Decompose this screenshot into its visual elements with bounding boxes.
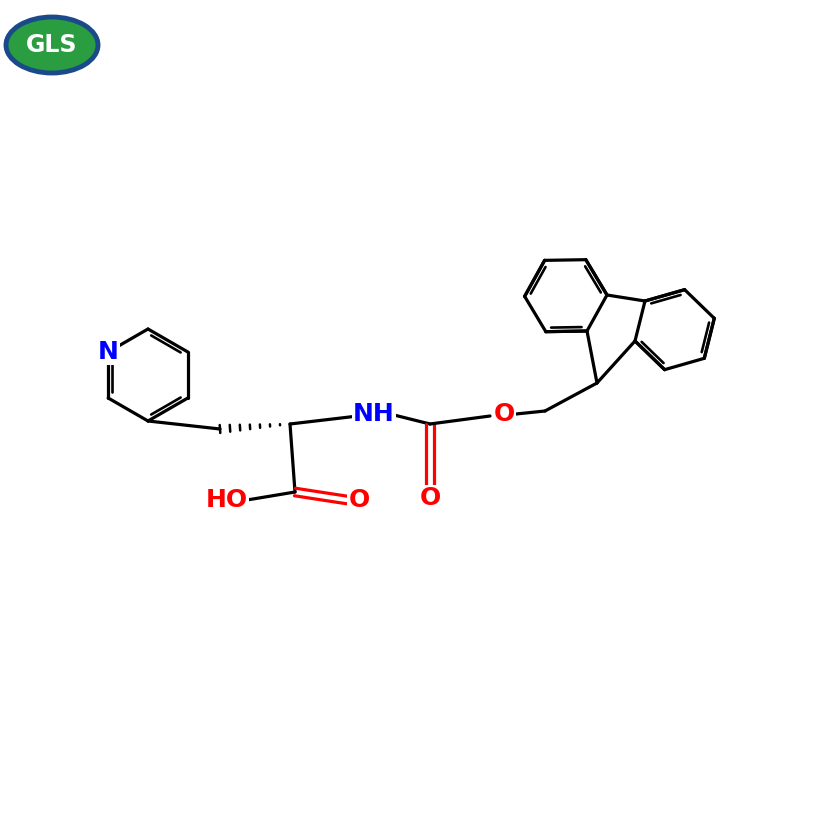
Text: HO: HO — [206, 488, 248, 512]
Ellipse shape — [6, 17, 98, 73]
Text: O: O — [419, 486, 441, 510]
Text: O: O — [493, 402, 515, 426]
Text: N: N — [97, 340, 118, 364]
Text: O: O — [349, 488, 370, 512]
Text: GLS: GLS — [26, 33, 78, 57]
Text: NH: NH — [353, 402, 395, 426]
